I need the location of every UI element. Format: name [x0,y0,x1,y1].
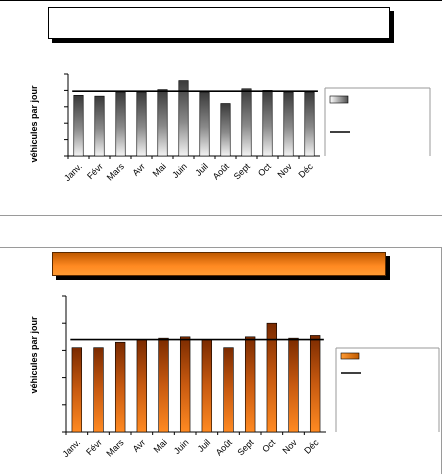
x-tick-label: Août [214,437,235,458]
bar [93,347,104,433]
bar [309,335,321,433]
legend-swatch-bars [340,352,360,360]
bar [283,91,294,157]
bar [220,103,231,157]
x-tick-label: Juin [172,437,191,456]
x-tick-label: Févr [84,437,104,457]
x-tick-label: Mars [104,437,126,459]
bar [244,336,256,433]
bar [201,339,213,433]
bar [223,347,234,433]
bar [288,337,299,433]
bar [241,88,252,157]
bar [304,91,315,157]
legend-swatch-bars [329,95,349,104]
bar [115,91,126,157]
bar [262,90,273,157]
bar [94,95,105,157]
x-tick-label: Nov [281,437,300,456]
x-tick-label: Janv. [60,437,82,459]
bar [157,89,168,157]
x-tick-label: Juil [196,437,213,454]
legend [336,348,439,432]
bar [136,339,148,433]
chart-top: Janv. Févr Mars Avr Mai Juin Juil Août Sept Oct No… [62,73,431,183]
x-tick-label: Sept [235,437,256,458]
bar [179,336,191,433]
x-tick-label: Avr [131,437,148,454]
bar [158,337,169,433]
x-tick-label: Mai [152,437,169,454]
chart-title-box [48,7,390,39]
bar [71,347,83,433]
chart-title-box [52,252,386,276]
bar [73,95,84,157]
bar [266,322,278,433]
x-tick-label: Oct [260,437,277,454]
x-tick-label: Déc [302,437,321,456]
bar [136,91,147,157]
bar [178,80,189,157]
bar [114,341,126,433]
bar [199,91,210,157]
